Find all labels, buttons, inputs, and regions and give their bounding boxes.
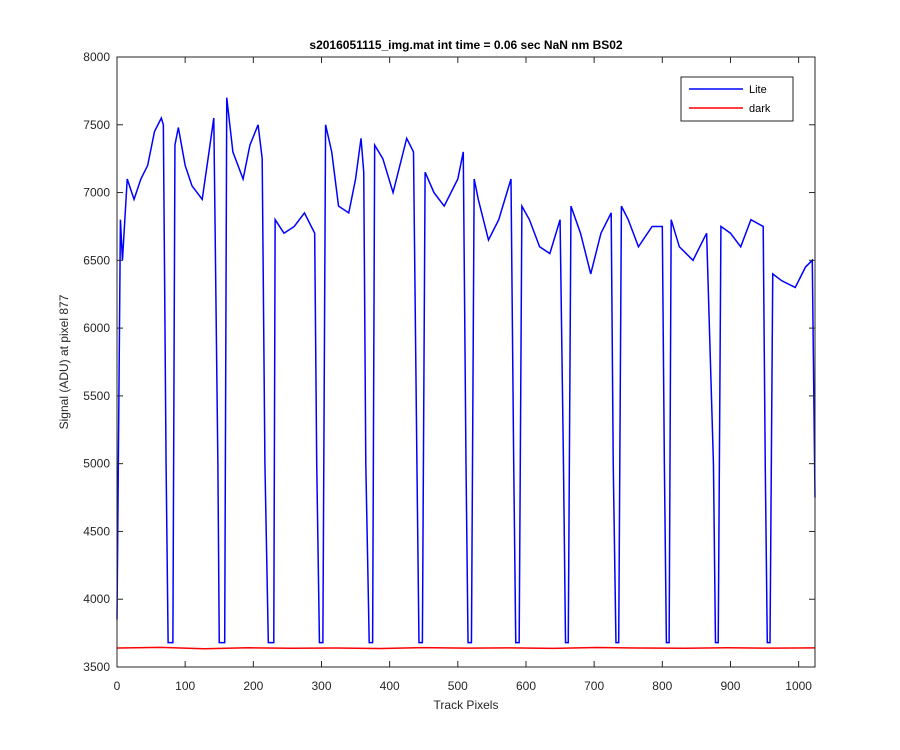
x-tick-label: 700: [584, 679, 604, 693]
x-tick-label: 200: [243, 679, 263, 693]
x-tick-label: 0: [114, 679, 121, 693]
legend-box: [680, 76, 794, 122]
x-tick-label: 800: [652, 679, 672, 693]
series-line: [116, 97, 816, 644]
x-tick-label: 300: [311, 679, 331, 693]
legend-label: Lite: [749, 84, 767, 96]
x-tick-label: 900: [720, 679, 740, 693]
y-tick-label: 3500: [83, 660, 110, 674]
y-tick-label: 4500: [83, 524, 110, 538]
chart-title: s2016051115_img.mat int time = 0.06 sec …: [309, 38, 623, 52]
x-tick-label: 100: [175, 679, 195, 693]
y-tick-label: 7000: [83, 186, 110, 200]
x-tick-label: 600: [516, 679, 536, 693]
y-tick-label: 6500: [83, 253, 110, 267]
legend-label: dark: [749, 103, 771, 115]
y-tick-label: 6000: [83, 321, 110, 335]
y-tick-label: 8000: [83, 50, 110, 64]
x-tick-label: 400: [380, 679, 400, 693]
x-axis-label: Track Pixels: [434, 698, 499, 712]
y-tick-label: 5000: [83, 457, 110, 471]
plot-area: [117, 57, 815, 667]
x-tick-label: 500: [448, 679, 468, 693]
y-tick-label: 5500: [83, 389, 110, 403]
y-axis-label: Signal (ADU) at pixel 877: [57, 294, 71, 429]
x-tick-label: 1000: [785, 679, 812, 693]
y-tick-label: 4000: [83, 592, 110, 606]
series-line: [116, 646, 816, 650]
axes-box: [116, 56, 816, 668]
y-tick-label: 7500: [83, 118, 110, 132]
